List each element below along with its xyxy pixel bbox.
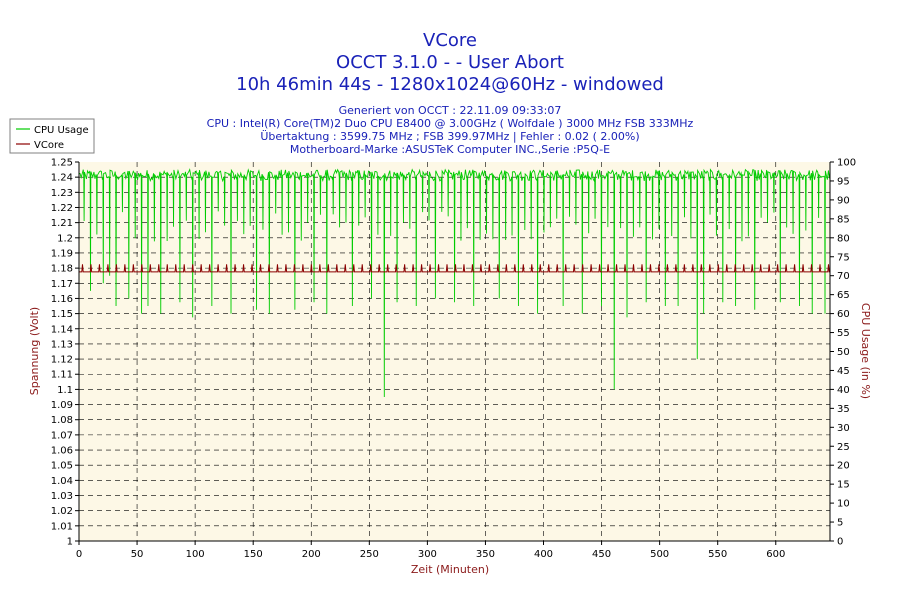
axes: 1 1.01 1.02 1.03 1.04 1.05 1.06 1.07 1.08 1.09 1.1… [51, 158, 856, 561]
y-right-tick-label: 75 [837, 252, 850, 263]
y-left-axis-label: Spannung (Volt) [28, 307, 41, 395]
y-right-tick-label: 85 [837, 214, 850, 225]
y-right-tick-label: 95 [837, 176, 850, 187]
x-axis-label: Zeit (Minuten) [411, 563, 489, 576]
legend-box [9, 118, 95, 154]
x-tick-label: 150 [244, 549, 263, 560]
legend-label-vcore: VCore [34, 140, 64, 151]
x-tick-label: 500 [650, 549, 669, 560]
legend: CPU Usage VCore [9, 118, 95, 154]
y-left-tick-label: 1.04 [51, 476, 73, 487]
y-left-tick-label: 1.12 [51, 355, 73, 366]
x-tick-label: 50 [131, 549, 144, 560]
y-right-tick-label: 45 [837, 366, 850, 377]
y-right-tick-label: 15 [837, 480, 850, 491]
x-tick-label: 550 [708, 549, 727, 560]
y-right-tick-label: 80 [837, 233, 850, 244]
x-tick-label: 350 [476, 549, 495, 560]
y-left-tick-label: 1.02 [51, 506, 73, 517]
y-left-tick-label: 1.19 [51, 248, 73, 259]
y-left-tick-label: 1.21 [51, 218, 73, 229]
y-left-tick-label: 1.13 [51, 339, 73, 350]
y-left-tick-label: 1.25 [51, 158, 73, 169]
y-left-tick-label: 1.24 [51, 173, 73, 184]
y-right-tick-label: 100 [837, 158, 856, 169]
y-right-tick-label: 90 [837, 195, 850, 206]
y-right-tick-label: 0 [837, 537, 843, 548]
chart-title: VCore [423, 30, 477, 51]
info-cpu: CPU : Intel(R) Core(TM)2 Duo CPU E8400 @… [207, 117, 694, 130]
y-right-axis-label: CPU Usage (in %) [859, 303, 872, 399]
y-right-tick-label: 5 [837, 518, 843, 529]
y-left-tick-label: 1.11 [51, 370, 73, 381]
y-left-tick-label: 1.17 [51, 279, 73, 290]
y-right-tick-label: 60 [837, 309, 850, 320]
y-left-tick-label: 1.01 [51, 521, 73, 532]
series-line-cpu-usage [78, 168, 831, 397]
y-left-tick-label: 1.05 [51, 461, 73, 472]
y-left-tick-label: 1.06 [51, 446, 73, 457]
info-generated: Generiert von OCCT : 22.11.09 09:33:07 [339, 104, 562, 117]
legend-label-cpu-usage: CPU Usage [34, 125, 89, 136]
x-tick-label: 400 [534, 549, 553, 560]
x-tick-label: 250 [360, 549, 379, 560]
y-left-tick-label: 1.2 [57, 233, 73, 244]
y-right-tick-label: 50 [837, 347, 850, 358]
y-left-tick-label: 1.18 [51, 264, 73, 275]
series-layer [78, 168, 831, 397]
chart-subtitle-duration: 10h 46min 44s - 1280x1024@60Hz - windowe… [236, 74, 664, 95]
y-left-tick-label: 1.1 [57, 385, 73, 396]
y-right-tick-label: 35 [837, 404, 850, 415]
y-right-tick-label: 40 [837, 385, 850, 396]
y-left-tick-label: 1 [67, 537, 73, 548]
x-tick-label: 0 [76, 549, 82, 560]
grid [79, 162, 830, 541]
series-line-vcore [79, 264, 830, 273]
y-left-tick-label: 1.08 [51, 415, 73, 426]
y-right-tick-label: 30 [837, 423, 850, 434]
y-left-tick-label: 1.15 [51, 309, 73, 320]
info-overclock: Übertaktung : 3599.75 MHz ; FSB 399.97MH… [260, 130, 639, 143]
y-right-tick-label: 70 [837, 271, 850, 282]
x-tick-label: 100 [186, 549, 205, 560]
y-right-tick-label: 20 [837, 461, 850, 472]
y-right-tick-label: 10 [837, 499, 850, 510]
info-motherboard: Motherboard-Marke :ASUSTeK Computer INC.… [290, 143, 610, 156]
y-left-tick-label: 1.07 [51, 430, 73, 441]
y-left-tick-label: 1.23 [51, 188, 73, 199]
y-right-tick-label: 55 [837, 328, 850, 339]
x-tick-label: 600 [766, 549, 785, 560]
x-tick-label: 200 [302, 549, 321, 560]
y-left-tick-label: 1.09 [51, 400, 73, 411]
chart-subtitle-version: OCCT 3.1.0 - - User Abort [336, 52, 564, 73]
y-right-tick-label: 25 [837, 442, 850, 453]
y-left-tick-label: 1.14 [51, 324, 73, 335]
x-tick-label: 300 [418, 549, 437, 560]
y-left-tick-label: 1.22 [51, 203, 73, 214]
y-right-tick-label: 65 [837, 290, 850, 301]
y-left-tick-label: 1.03 [51, 491, 73, 502]
y-left-tick-label: 1.16 [51, 294, 73, 305]
x-tick-label: 450 [592, 549, 611, 560]
